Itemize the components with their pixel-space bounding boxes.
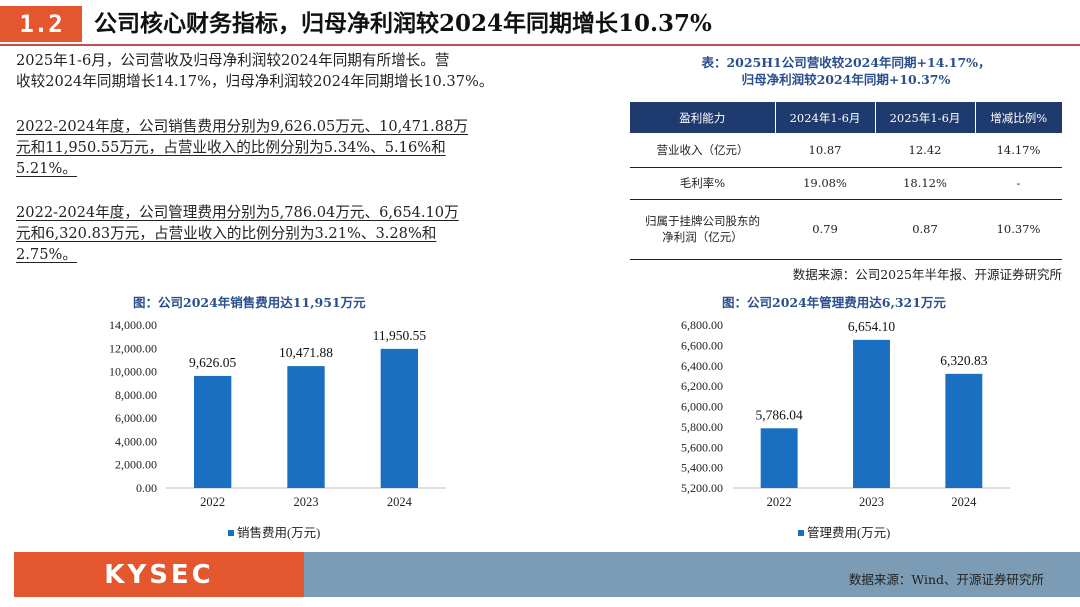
y-tick-label: 6,000.00: [681, 400, 723, 414]
footer-bar: [304, 552, 1080, 597]
paragraph-line: 元和11,950.55万元，占营业收入的比例分别为5.34%、5.16%和: [16, 139, 446, 156]
y-tick-label: 8,000.00: [115, 388, 157, 402]
paragraph-revenue: 2025年1-6月，公司营收及归母净利润较2024年同期有所增长。营 收较202…: [16, 50, 576, 92]
x-tick-label: 2022: [767, 495, 792, 509]
paragraph-line: 5.21%。: [16, 160, 77, 177]
legend-swatch: [798, 530, 804, 536]
table-caption: 表：2025H1公司营收较2024年同期+14.17%， 归母净利润较2024年…: [630, 54, 1062, 88]
paragraph-line: 2022-2024年度，公司管理费用分别为5,786.04万元、6,654.10…: [16, 204, 459, 221]
x-tick-label: 2022: [200, 495, 225, 509]
y-tick-label: 6,000.00: [115, 411, 157, 425]
x-tick-label: 2023: [294, 495, 319, 509]
y-tick-label: 6,400.00: [681, 359, 723, 373]
row-label: 归属于挂牌公司股东的 净利润（亿元）: [630, 199, 775, 260]
y-tick-label: 5,200.00: [681, 481, 723, 495]
x-tick-label: 2024: [951, 495, 977, 509]
legend-label: 管理费用(万元): [807, 525, 890, 540]
y-tick-label: 12,000.00: [109, 341, 157, 355]
bar-data-label: 6,320.83: [940, 353, 988, 368]
bar-data-label: 6,654.10: [848, 319, 896, 334]
bar-data-label: 5,786.04: [756, 407, 804, 422]
y-tick-label: 4,000.00: [115, 434, 157, 448]
table-cell: 19.08%: [775, 167, 875, 200]
table-cell: 12.42: [875, 133, 975, 168]
admin-expense-chart: 5,200.00 5,400.00 5,600.00 5,800.00 6,000.00…: [681, 318, 1010, 540]
sales-expense-chart: 0.00 2,000.00 4,000.00 6,000.00 8,000.00 10,0…: [109, 318, 446, 540]
table-cell: 0.79: [775, 199, 875, 260]
paragraph-line: 2025年1-6月，公司营收及归母净利润较2024年同期有所增长。营: [16, 52, 450, 69]
bar: [287, 366, 325, 488]
table-row: 营业收入（亿元） 10.87 12.42 14.17%: [630, 133, 1062, 168]
paragraph-admin-expense: 2022-2024年度，公司管理费用分别为5,786.04万元、6,654.10…: [16, 202, 576, 265]
row-label-line: 净利润（亿元）: [662, 230, 743, 244]
table-header-row: 盈利能力 2024年1-6月 2025年1-6月 增减比例%: [630, 102, 1062, 133]
footer-source-note: 数据来源：Wind、开源证券研究所: [848, 572, 1044, 587]
y-tick-label: 5,400.00: [681, 461, 723, 475]
table-cell: 14.17%: [975, 133, 1062, 168]
header-divider: [0, 44, 1080, 46]
y-tick-label: 2,000.00: [115, 458, 157, 472]
y-tick-label: 10,000.00: [109, 365, 157, 379]
bar: [945, 373, 983, 488]
legend-swatch: [228, 530, 234, 536]
table-cell: 10.87: [775, 133, 875, 168]
paragraph-line: 2.75%。: [16, 246, 77, 263]
kysec-logo: KYSEC: [104, 559, 214, 590]
y-tick-label: 14,000.00: [109, 318, 157, 332]
table-caption-line: 表：2025H1公司营收较2024年同期+14.17%，: [701, 55, 991, 70]
table-cell: 10.37%: [975, 199, 1062, 260]
bar: [760, 428, 798, 488]
y-tick-label: 5,600.00: [681, 440, 723, 454]
profitability-table: 盈利能力 2024年1-6月 2025年1-6月 增减比例% 营业收入（亿元） …: [630, 102, 1062, 260]
section-number: 1.2: [0, 6, 82, 42]
row-label-line: 毛利率%: [679, 176, 726, 190]
row-label: 营业收入（亿元）: [630, 133, 775, 168]
y-tick-label: 0.00: [136, 481, 157, 495]
y-tick-label: 6,600.00: [681, 338, 723, 352]
y-tick-label: 6,200.00: [681, 379, 723, 393]
paragraph-line: 2022-2024年度，公司销售费用分别为9,626.05万元、10,471.8…: [16, 118, 468, 135]
row-label-line: 营业收入（亿元）: [656, 142, 749, 157]
table-header-cell: 盈利能力: [630, 102, 776, 133]
bar-data-label: 10,471.88: [279, 345, 333, 360]
legend-label: 销售费用(万元): [237, 525, 320, 540]
x-tick-label: 2023: [859, 495, 884, 509]
paragraph-line: 元和6,320.83万元，占营业收入的比例分别为3.21%、3.28%和: [16, 225, 437, 242]
table-caption-line: 归母净利润较2024年同期+10.37%: [741, 72, 951, 87]
table-row: 毛利率% 19.08% 18.12% -: [630, 167, 1062, 200]
table-source-note: 数据来源：公司2025年半年报、开源证券研究所: [792, 267, 1062, 282]
paragraph-line: 收较2024年同期增长14.17%，归母净利润较2024年同期增长10.37%。: [16, 73, 494, 90]
footer-logo-block: [14, 552, 304, 597]
bar-data-label: 11,950.55: [373, 328, 427, 343]
table-header-cell: 2024年1-6月: [775, 102, 876, 133]
chart-title-sales: 图：公司2024年销售费用达11,951万元: [133, 295, 366, 310]
y-tick-label: 5,800.00: [681, 420, 723, 434]
chart-title-admin: 图：公司2024年管理费用达6,321万元: [722, 295, 946, 310]
row-label-line: 归属于挂牌公司股东的: [645, 214, 760, 228]
paragraph-sales-expense: 2022-2024年度，公司销售费用分别为9,626.05万元、10,471.8…: [16, 116, 576, 179]
y-tick-label: 6,800.00: [681, 318, 723, 332]
row-label: 毛利率%: [630, 167, 775, 200]
table-header-cell: 增减比例%: [975, 102, 1062, 133]
table-row: 归属于挂牌公司股东的 净利润（亿元） 0.79 0.87 10.37%: [630, 199, 1062, 260]
table-cell: -: [975, 167, 1062, 200]
x-tick-label: 2024: [387, 495, 413, 509]
bar: [853, 339, 890, 488]
table-cell: 18.12%: [875, 167, 975, 200]
table-header-cell: 2025年1-6月: [875, 102, 976, 133]
table-cell: 0.87: [875, 199, 975, 260]
bar: [380, 348, 418, 488]
bar-data-label: 9,626.05: [189, 355, 237, 370]
bar: [194, 375, 232, 488]
page-title: 公司核心财务指标，归母净利润较2024年同期增长10.37%: [94, 10, 712, 37]
